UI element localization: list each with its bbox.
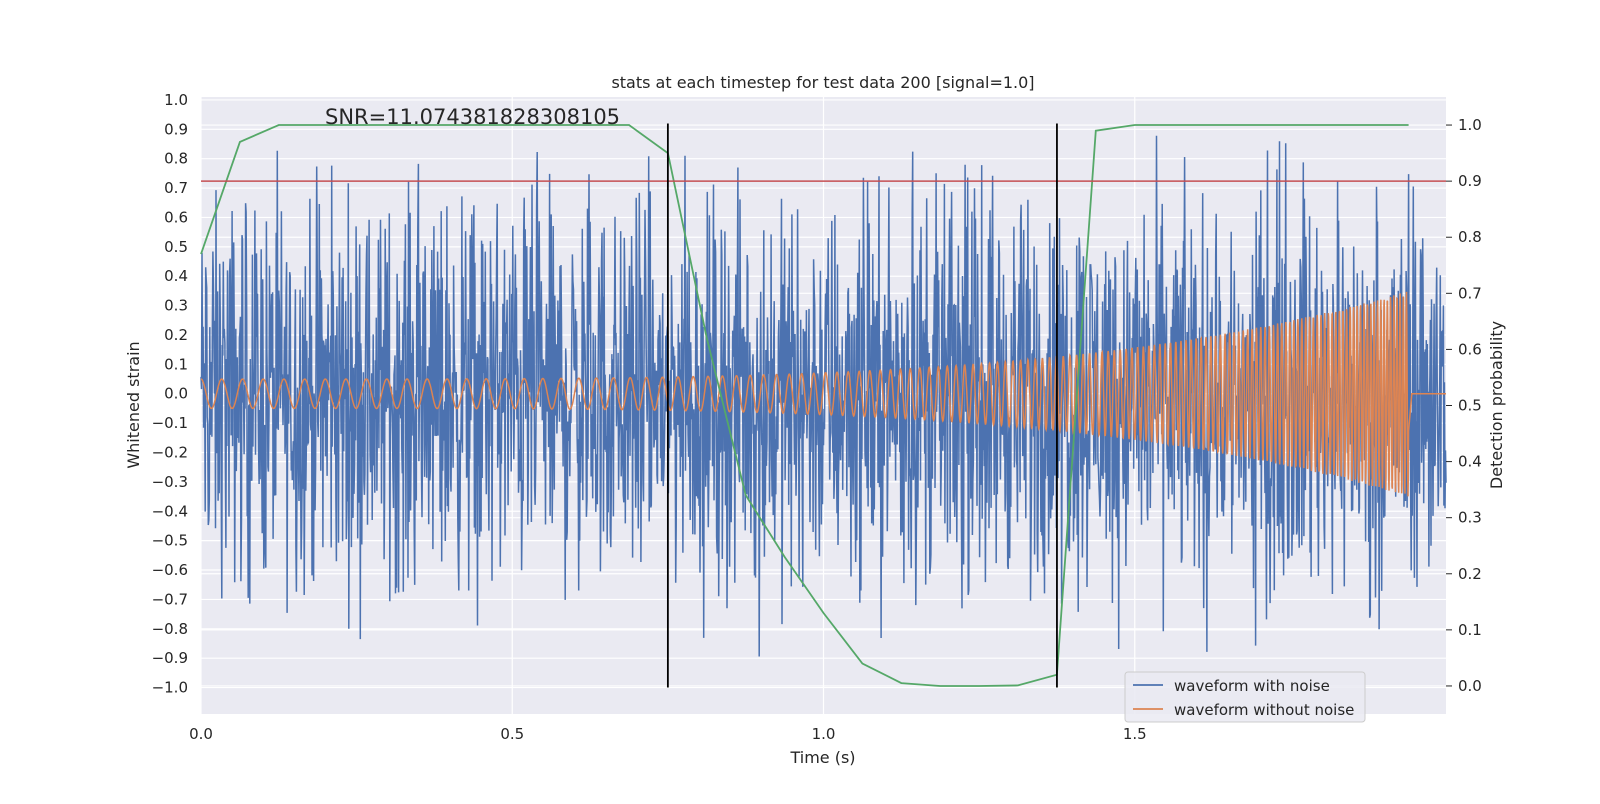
y-tick-label-14: −0.4: [152, 502, 188, 520]
y-tick-label-10: 0.0: [164, 385, 188, 403]
y-tick-label-5: 0.5: [164, 238, 188, 256]
y-tick-label-16: −0.6: [152, 561, 188, 579]
y2-tick-label-3: 0.7: [1458, 284, 1482, 302]
y-tick-label-12: −0.2: [152, 444, 188, 462]
y2-tick-label-5: 0.5: [1458, 397, 1482, 415]
y-tick-label-20: −1.0: [152, 679, 188, 697]
y-axis-label: Whitened strain: [124, 341, 143, 468]
legend: waveform with noise waveform without noi…: [1124, 671, 1366, 723]
series-line-waveform-without-noise: [200, 291, 1446, 497]
y-tick-label-19: −0.9: [152, 649, 188, 667]
snr-annotation: SNR=11.074381828308105: [325, 105, 620, 129]
x-axis-label: Time (s): [789, 748, 855, 767]
legend-label-clean: waveform without noise: [1174, 701, 1354, 719]
legend-frame: [1124, 671, 1366, 723]
x-tick-label-2: 1.0: [812, 725, 836, 743]
x-tick-label-0: 0.0: [189, 725, 213, 743]
y2-tick-label-1: 0.9: [1458, 172, 1482, 190]
y-tick-label-3: 0.7: [164, 179, 188, 197]
y-axis-ticks: 1.0 0.9 0.8 0.7 0.6 0.5 0.4 0.3 0.2 0.1 0.0 −0.1 −0.…: [152, 91, 188, 697]
y2-tick-label-6: 0.4: [1458, 453, 1482, 471]
y-tick-label-6: 0.4: [164, 267, 188, 285]
y-tick-label-1: 0.9: [164, 120, 188, 138]
y-tick-label-18: −0.8: [152, 620, 188, 638]
y-tick-label-4: 0.6: [164, 208, 188, 226]
y2-tick-label-4: 0.6: [1458, 340, 1482, 358]
y-tick-label-8: 0.2: [164, 326, 188, 344]
y2-tick-label-0: 1.0: [1458, 116, 1482, 134]
y-tick-label-15: −0.5: [152, 532, 188, 550]
x-tick-label-1: 0.5: [500, 725, 524, 743]
chart-title: stats at each timestep for test data 200…: [611, 73, 1034, 92]
x-tick-label-3: 1.5: [1123, 725, 1147, 743]
y-tick-label-2: 0.8: [164, 150, 188, 168]
y2-tick-label-8: 0.2: [1458, 565, 1482, 583]
y-tick-label-13: −0.3: [152, 473, 188, 491]
y-tick-label-9: 0.1: [164, 355, 188, 373]
y-tick-label-11: −0.1: [152, 414, 188, 432]
y-tick-label-17: −0.7: [152, 590, 188, 608]
y-tick-label-7: 0.3: [164, 297, 188, 315]
y2-axis-label: Detection probability: [1487, 321, 1506, 489]
reference-lines: [201, 123, 1446, 688]
series-line-detection-probability: [200, 124, 1409, 687]
y-tick-label-0: 1.0: [164, 91, 188, 109]
y2-tick-label-9: 0.1: [1458, 621, 1482, 639]
legend-label-noise: waveform with noise: [1174, 677, 1330, 695]
y2-tick-label-10: 0.0: [1458, 677, 1482, 695]
y2-axis-ticks: 1.0 0.9 0.8 0.7 0.6 0.5 0.4 0.3 0.2 0.1 0.0: [1446, 116, 1482, 695]
x-axis-ticks: 0.0 0.5 1.0 1.5: [189, 725, 1147, 743]
y2-tick-label-7: 0.3: [1458, 509, 1482, 527]
y2-tick-label-2: 0.8: [1458, 228, 1482, 246]
